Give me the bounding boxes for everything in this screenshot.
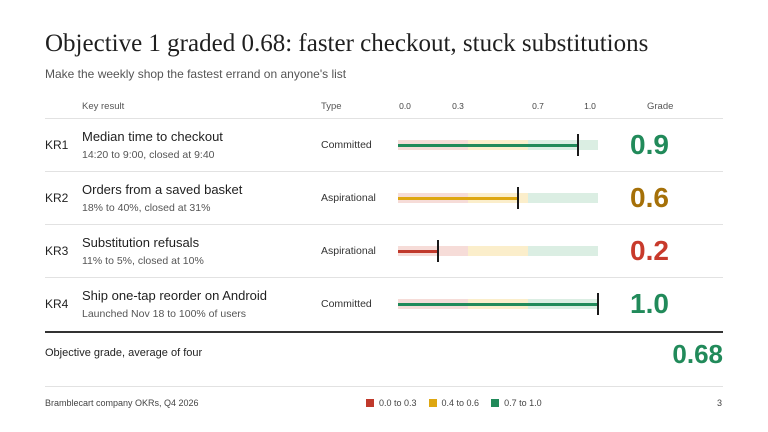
objective-grade-value: 0.68	[672, 339, 723, 369]
kr-type: Committed	[321, 139, 372, 151]
score-fill	[398, 249, 438, 253]
kr-detail: 11% to 5%, closed at 10%	[82, 255, 204, 267]
page-number: 3	[717, 398, 723, 408]
kr-id: KR2	[45, 191, 69, 205]
column-header-grade: Grade	[647, 101, 674, 112]
legend-label: 0.0 to 0.3	[379, 398, 417, 408]
footer-source: Bramblecart company OKRs, Q4 2026	[45, 398, 199, 408]
scale-tick-0-3: 0.3	[452, 101, 464, 111]
score-bar	[398, 134, 598, 156]
scale-tick-0-7: 0.7	[532, 101, 544, 111]
kr-id: KR3	[45, 244, 69, 258]
band-amber	[468, 246, 528, 256]
table-row: KR2 Orders from a saved basket 18% to 40%,…	[0, 172, 768, 225]
footer-divider	[45, 386, 723, 387]
kr-detail: 14:20 to 9:00, closed at 9:40	[82, 149, 215, 161]
table-row: KR1 Median time to checkout 14:20 to 9:00,…	[0, 119, 768, 172]
score-bar	[398, 187, 598, 209]
legend-label: 0.4 to 0.6	[441, 398, 480, 408]
band-green	[528, 246, 598, 256]
summary-divider	[45, 331, 723, 333]
column-header-key-result: Key result	[82, 101, 125, 112]
kr-detail: Launched Nov 18 to 100% of users	[82, 308, 247, 320]
legend-item: 0.4 to 0.6	[428, 398, 480, 408]
legend-item: 0.0 to 0.3	[366, 398, 417, 408]
scale-tick-1-0: 1.0	[584, 101, 596, 111]
column-header-type: Type	[321, 101, 342, 112]
kr-grade: 1.0	[630, 288, 669, 319]
header-divider	[45, 118, 723, 119]
score-fill	[398, 143, 578, 147]
row-divider	[45, 224, 723, 225]
kr-name: Orders from a saved basket	[82, 182, 243, 197]
band-green	[528, 193, 598, 203]
kr-type: Aspirational	[321, 245, 376, 257]
kr-grade: 0.6	[630, 182, 669, 213]
kr-name: Ship one-tap reorder on Android	[82, 288, 268, 303]
score-marker	[577, 134, 579, 156]
score-marker	[437, 240, 439, 262]
kr-detail: 18% to 40%, closed at 31%	[82, 202, 211, 214]
page-title: Objective 1 graded 0.68: faster checkout…	[45, 30, 649, 57]
score-fill	[398, 196, 518, 200]
kr-name: Substitution refusals	[82, 235, 200, 250]
legend-label: 0.7 to 1.0	[504, 398, 542, 408]
page-subtitle: Make the weekly shop the fastest errand …	[45, 67, 347, 81]
kr-name: Median time to checkout	[82, 129, 223, 144]
kr-id: KR1	[45, 138, 69, 152]
legend-swatch	[491, 399, 500, 407]
legend-swatch	[428, 399, 437, 407]
legend-item: 0.7 to 1.0	[491, 398, 542, 408]
table-row: KR3 Substitution refusals 11% to 5%, close…	[0, 225, 768, 278]
grade-legend: 0.0 to 0.3 0.4 to 0.6 0.7 to 1.0	[366, 398, 542, 408]
row-divider	[45, 171, 723, 172]
kr-id: KR4	[45, 297, 69, 311]
scale-tick-0-0: 0.0	[399, 101, 411, 111]
legend-swatch	[366, 399, 374, 407]
score-fill	[398, 302, 598, 306]
kr-grade: 0.2	[630, 235, 669, 266]
kr-type: Aspirational	[321, 192, 376, 204]
kr-grade: 0.9	[630, 129, 669, 160]
score-bar	[398, 293, 599, 315]
row-divider	[45, 277, 723, 278]
kr-type: Committed	[321, 298, 372, 310]
score-marker	[597, 293, 599, 315]
score-bar	[398, 240, 598, 262]
table-row: KR4 Ship one-tap reorder on Android Launch…	[0, 278, 768, 331]
score-marker	[517, 187, 519, 209]
objective-grade-label: Objective grade, average of four	[45, 347, 203, 359]
